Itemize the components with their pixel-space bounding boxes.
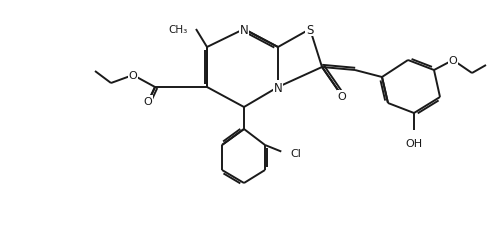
Text: OH: OH [405, 138, 423, 148]
Text: S: S [307, 23, 313, 36]
Text: N: N [240, 23, 248, 36]
Text: O: O [448, 56, 457, 66]
Text: CH₃: CH₃ [169, 25, 188, 35]
Text: O: O [338, 92, 346, 101]
Text: O: O [128, 71, 137, 81]
Text: N: N [274, 81, 282, 94]
Text: O: O [144, 97, 152, 106]
Text: Cl: Cl [290, 148, 301, 158]
